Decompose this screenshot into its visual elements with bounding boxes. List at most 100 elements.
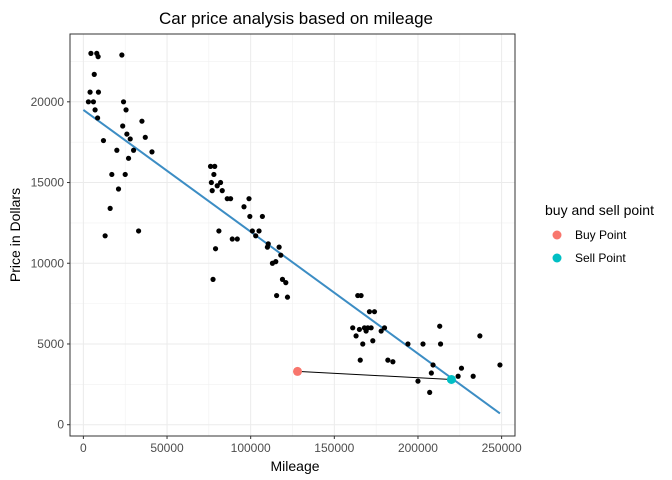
buy-point-marker (293, 366, 303, 376)
data-point (415, 378, 421, 384)
data-point (90, 99, 97, 105)
data-point (229, 236, 235, 242)
y-tick-label: 10000 (31, 256, 65, 270)
x-ticks: 0 50000 100000 150000 200000 250000 (80, 436, 522, 455)
legend-buy-point-key (552, 230, 562, 240)
data-point (95, 115, 101, 121)
points-layer (85, 50, 503, 396)
data-point (216, 228, 222, 234)
x-tick-label: 0 (80, 441, 87, 455)
data-point (125, 155, 132, 161)
y-tick-label: 0 (57, 418, 64, 432)
x-tick-label: 150000 (314, 441, 354, 455)
data-point (127, 136, 133, 142)
data-point (88, 50, 94, 56)
y-ticks: 0 5000 10000 15000 20000 (31, 95, 70, 432)
data-point (115, 186, 122, 192)
trend-layer (82, 109, 501, 415)
data-point (427, 389, 433, 396)
data-point (284, 294, 291, 300)
data-point (208, 179, 214, 186)
data-point (114, 147, 120, 153)
data-point (381, 325, 388, 331)
data-point (437, 323, 443, 329)
data-point (211, 171, 217, 178)
data-point (212, 163, 218, 169)
data-point (212, 246, 219, 252)
y-tick-label: 20000 (31, 95, 65, 109)
data-point (122, 171, 128, 178)
data-point (405, 341, 411, 347)
data-point (368, 325, 374, 331)
legend-items: Buy Point Sell Point (552, 228, 627, 265)
data-point (219, 188, 225, 194)
data-point (120, 123, 126, 129)
data-point (142, 134, 148, 140)
legend-buy-point-label: Buy Point (575, 228, 627, 242)
legend: buy and sell point Buy Point Sell Point (545, 202, 654, 265)
data-point (100, 137, 107, 144)
special-layer (293, 366, 456, 384)
data-point (360, 341, 366, 347)
data-point (470, 373, 476, 379)
data-point (437, 341, 444, 347)
data-point (87, 89, 93, 95)
data-point (130, 147, 137, 153)
data-point (123, 107, 129, 113)
grid-minor (70, 34, 515, 436)
data-point (357, 357, 363, 363)
data-point (85, 99, 92, 105)
data-point (109, 171, 115, 178)
data-point (214, 183, 220, 189)
data-point (276, 244, 282, 250)
x-axis-label: Mileage (270, 458, 319, 474)
data-point (119, 52, 125, 58)
x-tick-label: 50000 (150, 441, 184, 455)
data-point (234, 236, 240, 242)
data-point (209, 188, 215, 194)
data-point (95, 89, 102, 95)
grid-major (70, 34, 515, 436)
data-point (217, 179, 224, 186)
data-point (477, 333, 483, 339)
data-point (228, 196, 234, 202)
trend-line (82, 109, 501, 415)
y-tick-label: 5000 (37, 337, 64, 351)
data-point (149, 149, 155, 155)
data-point (95, 54, 101, 60)
data-point (259, 213, 265, 220)
data-point (378, 328, 384, 334)
data-point (120, 99, 127, 105)
data-point (353, 333, 359, 339)
data-point (358, 292, 364, 299)
data-point (207, 163, 214, 169)
data-point (107, 205, 113, 211)
data-point (428, 370, 434, 376)
data-point (256, 228, 262, 234)
data-point (420, 341, 426, 347)
data-point (253, 233, 259, 239)
data-point (210, 276, 216, 282)
connector-layer (297, 370, 452, 380)
data-point (124, 131, 130, 137)
data-point (366, 309, 373, 315)
data-point (241, 204, 247, 210)
data-point (246, 196, 252, 202)
data-point (265, 241, 271, 247)
data-point (102, 233, 108, 239)
legend-title: buy and sell point (545, 202, 654, 218)
chart-title: Car price analysis based on mileage (159, 9, 433, 28)
y-axis-label: Price in Dollars (7, 188, 23, 282)
legend-sell-point-key (552, 253, 562, 263)
buy-sell-connector (297, 370, 452, 380)
data-point (249, 228, 255, 234)
y-tick-label: 15000 (31, 176, 65, 190)
data-point (278, 252, 284, 258)
data-point (279, 276, 286, 282)
data-point (497, 362, 503, 368)
data-point (139, 118, 145, 124)
x-tick-label: 200000 (398, 441, 438, 455)
data-point (430, 362, 436, 368)
